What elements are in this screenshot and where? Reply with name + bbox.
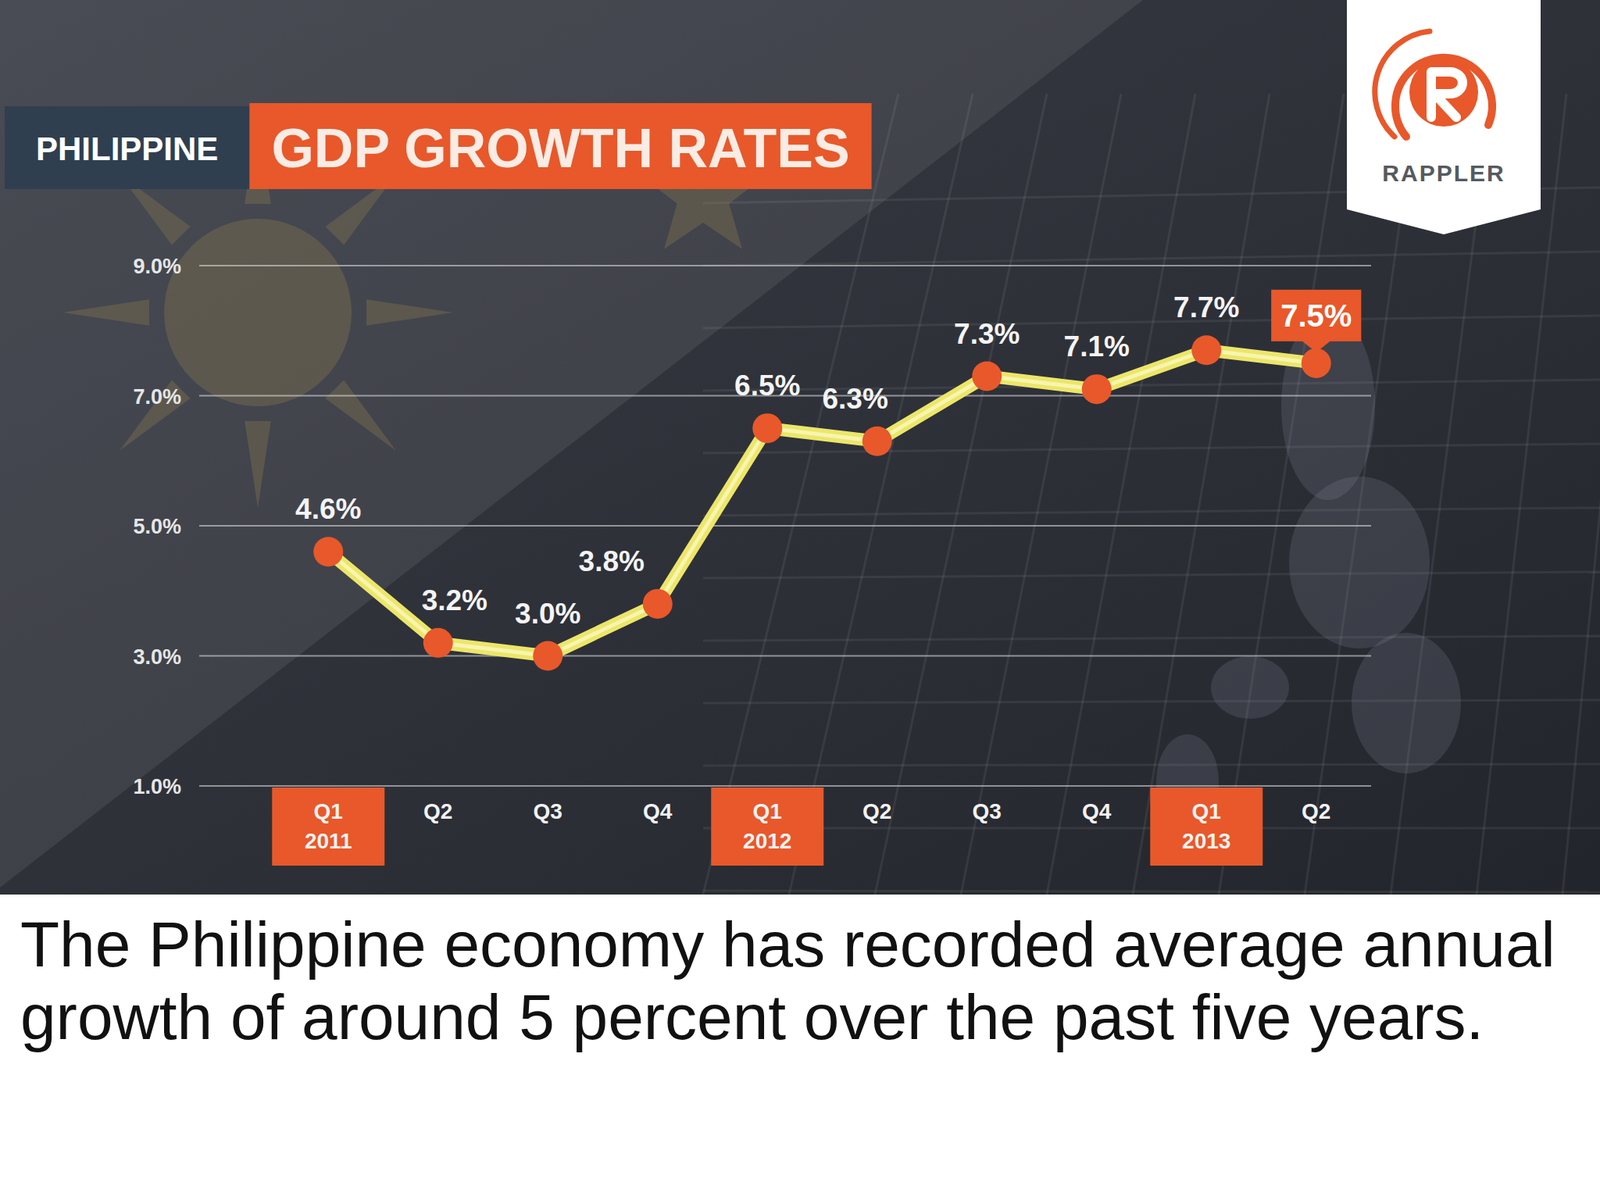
y-tick-label: 3.0%	[132, 645, 182, 669]
marker	[1082, 374, 1112, 404]
logo-arc	[1395, 57, 1493, 137]
grid-line	[199, 264, 1372, 267]
map-grid-line	[703, 443, 1600, 454]
data-label: 7.1%	[1064, 330, 1130, 363]
data-label: 4.6%	[295, 492, 361, 525]
map-grid-line	[703, 764, 1600, 766]
category-highlight	[1150, 787, 1263, 866]
x-tick-label: Q3	[533, 799, 563, 824]
x-tick-label: Q2	[862, 799, 892, 824]
y-tick-label: 9.0%	[132, 254, 182, 279]
callout-box	[1271, 289, 1361, 342]
x-tick-label-line: Q3	[972, 799, 1002, 824]
marker	[862, 426, 893, 457]
x-tick-label-line: 2011	[304, 828, 353, 854]
y-tick-label: 1.0%	[132, 775, 182, 799]
data-label: 3.0%	[514, 597, 581, 630]
map-grid-line	[875, 93, 1047, 895]
plot-marks	[313, 335, 1332, 671]
x-tick-label-line: Q1	[314, 799, 343, 824]
grid-line	[199, 785, 1372, 787]
category-highlight	[271, 787, 385, 866]
x-tick-label-line: Q2	[1301, 799, 1331, 824]
data-label: 6.5%	[734, 369, 800, 402]
marker	[313, 536, 343, 567]
x-tick-label-line: Q3	[533, 799, 563, 824]
marker	[752, 413, 783, 443]
sun-ray	[366, 299, 454, 326]
x-tick-label: Q4	[642, 799, 673, 824]
map-grid-line	[960, 93, 1122, 895]
spotlight	[0, 0, 1143, 888]
x-tick-label-line: Q1	[1192, 799, 1222, 824]
map-island	[1210, 656, 1290, 719]
callout-pointer	[1300, 339, 1333, 353]
data-label: 7.7%	[1173, 291, 1240, 324]
logo-mark	[1431, 71, 1463, 118]
logo-text: RAPPLER	[1382, 160, 1505, 186]
marker	[642, 589, 673, 619]
data-label: 3.8%	[578, 545, 645, 578]
x-tick-label-line: Q2	[862, 799, 892, 824]
map-grid-line	[703, 507, 1600, 516]
map-island	[1289, 476, 1430, 649]
map-grid-line	[1562, 93, 1600, 895]
y-axis: 1.0% 3.0% 5.0% 7.0% 9.0%	[132, 254, 1372, 799]
sun-ray	[325, 379, 396, 450]
x-tick-label-line: Q1	[753, 799, 783, 824]
grid-line	[199, 655, 1372, 658]
sun-ray	[62, 299, 150, 326]
background	[0, 0, 1600, 895]
map-grid-line	[703, 890, 1600, 893]
map-islands	[1156, 312, 1461, 829]
map-grid-line	[703, 635, 1600, 641]
category-highlight	[710, 787, 824, 866]
x-tick-label-line: 2012	[742, 828, 792, 854]
marker	[1191, 335, 1222, 365]
data-label: 7.3%	[953, 317, 1020, 350]
marker	[532, 641, 563, 672]
map-grid-line	[703, 700, 1600, 704]
x-tick-label-line: Q4	[642, 799, 673, 824]
map-grid-line	[703, 571, 1600, 579]
x-tick-label-line: 2013	[1182, 828, 1231, 854]
subtitle: PHILIPPINE	[35, 130, 218, 168]
logo-badge	[1346, 0, 1541, 235]
data-label: 3.2%	[421, 584, 488, 617]
map-island	[1351, 632, 1461, 774]
title: GDP GROWTH RATES	[271, 117, 850, 179]
caption: The Philippine economy has recorded aver…	[20, 907, 1575, 1054]
x-tick-label: Q1 2012	[742, 799, 792, 854]
marker	[971, 361, 1002, 392]
x-tick-label: Q4	[1082, 799, 1112, 824]
map-grid-line	[1132, 93, 1270, 895]
y-tick-label: 7.0%	[132, 385, 182, 409]
subtitle-box	[4, 106, 250, 190]
x-tick-label: Q1 2013	[1182, 799, 1231, 854]
data-label: 7.5%	[1280, 298, 1352, 333]
x-axis: Q1 2011 Q2 Q3 Q4 Q1 2012 Q2 Q3 Q4 Q1 2013 Q2	[271, 787, 1331, 866]
line	[328, 350, 1317, 656]
map-grid-line	[703, 251, 1600, 266]
marker	[1301, 348, 1332, 379]
x-tick-label-line: Q4	[1082, 799, 1112, 824]
sun-disc	[164, 218, 352, 407]
data-labels: 4.6% 3.2% 3.0% 3.8% 6.5% 6.3% 7.3% 7.1% 7.7% 7.5%	[295, 289, 1361, 630]
line-highlight	[328, 350, 1317, 656]
title-box	[249, 103, 872, 190]
x-tick-label: Q2	[423, 799, 453, 824]
x-tick-label: Q3	[972, 799, 1002, 824]
sun-ray	[244, 421, 272, 508]
y-tick-label: 5.0%	[132, 514, 182, 539]
logo-icon	[1375, 31, 1493, 137]
x-tick-label: Q2	[1301, 799, 1331, 824]
data-label: 6.3%	[821, 382, 888, 415]
x-tick-label-line: Q2	[423, 799, 453, 824]
x-tick-label: Q1 2011	[304, 799, 353, 854]
sun-ray	[119, 379, 190, 450]
grid-line	[199, 525, 1372, 527]
marker	[423, 628, 454, 658]
logo-disc	[1409, 57, 1479, 127]
